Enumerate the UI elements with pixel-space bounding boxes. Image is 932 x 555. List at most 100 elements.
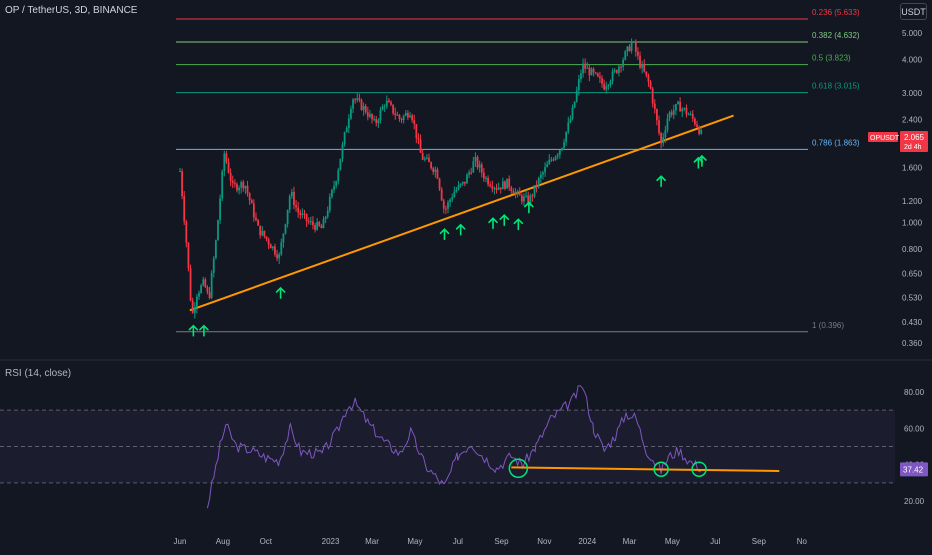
- time-label-0: Jun: [174, 537, 187, 546]
- candle-body: [582, 63, 584, 74]
- candle-body: [508, 178, 511, 188]
- candle-body: [474, 156, 477, 162]
- candle-body: [618, 66, 620, 73]
- candle-body: [261, 230, 264, 236]
- fib-label-0: 0.236 (5.633): [812, 8, 860, 17]
- candle-body: [371, 114, 373, 120]
- candle-body: [641, 64, 644, 68]
- candle-body: [415, 123, 418, 139]
- candle-body: [468, 172, 470, 175]
- candle-body: [561, 147, 563, 151]
- time-label-3: 2023: [322, 537, 340, 546]
- candle-body: [390, 102, 392, 105]
- candle-body: [316, 221, 319, 230]
- rsi-support-line: [511, 466, 780, 473]
- candle-body: [255, 217, 257, 220]
- candle-body: [297, 207, 300, 213]
- up-arrow-icon: [499, 214, 510, 226]
- candle-body: [339, 158, 342, 171]
- candle-body: [693, 118, 696, 125]
- candle-body: [187, 242, 190, 269]
- price-tick-1: 4.000: [902, 55, 923, 64]
- candle-body: [516, 191, 519, 193]
- candle-body: [552, 159, 555, 161]
- candle-body: [250, 200, 253, 204]
- candle-body: [645, 71, 648, 76]
- candle-body: [402, 115, 405, 121]
- candle-body: [428, 157, 430, 163]
- candle-body: [227, 162, 230, 173]
- candle-body: [512, 191, 515, 195]
- candle-body: [683, 108, 686, 110]
- candle-body: [179, 171, 181, 173]
- price-badge-value: 2.065: [904, 133, 925, 142]
- bounce-arrows-group: [188, 154, 707, 337]
- candle-body: [309, 221, 312, 223]
- candle-body: [219, 198, 221, 221]
- candle-body: [432, 168, 435, 172]
- candle-body: [217, 220, 219, 241]
- currency-button[interactable]: USDT: [900, 3, 927, 20]
- candle-body: [398, 114, 401, 119]
- support-trendline: [189, 114, 734, 312]
- candle-body: [333, 185, 335, 190]
- up-arrow-icon: [524, 201, 534, 214]
- candle-body: [221, 171, 224, 199]
- time-label-2: Oct: [260, 537, 273, 546]
- candle-body: [489, 184, 492, 187]
- candle-body: [666, 118, 669, 131]
- candle-body: [231, 180, 234, 183]
- price-tick-4: 1.600: [902, 163, 923, 172]
- candle-body: [685, 108, 688, 115]
- candle-body: [299, 212, 302, 216]
- candle-body: [626, 46, 629, 52]
- time-axis: Jun Aug Oct 2023 Mar May Jul Sep Nov 2024 Mar May Ju…: [174, 537, 808, 546]
- candle-body: [183, 196, 186, 222]
- candle-body: [679, 101, 682, 112]
- symbol-badge: [868, 132, 898, 142]
- candle-body: [584, 63, 587, 69]
- candle-body: [377, 120, 380, 123]
- fib-label-4: 0.786 (1.863): [812, 138, 860, 147]
- time-label-12: Jul: [710, 537, 720, 546]
- candle-body: [341, 144, 344, 159]
- candle-body: [271, 246, 274, 249]
- candle-body: [360, 99, 363, 110]
- candle-body: [223, 153, 226, 172]
- candle-body: [288, 196, 291, 210]
- rsi-tick-1: 60.00: [904, 424, 925, 433]
- candle-body: [362, 105, 365, 110]
- candle-body: [225, 153, 228, 163]
- candle-body: [307, 221, 310, 223]
- candle-body: [347, 118, 350, 129]
- candle-body: [546, 164, 549, 168]
- candle-body: [204, 279, 207, 288]
- candle-body: [375, 119, 378, 123]
- candle-body: [601, 78, 603, 84]
- candle-body: [434, 169, 437, 172]
- candle-body: [189, 268, 192, 301]
- candle-body: [366, 112, 369, 117]
- candle-body: [613, 70, 616, 72]
- rsi-tick-0: 80.00: [904, 388, 925, 397]
- candle-body: [383, 106, 386, 108]
- candle-body: [514, 192, 517, 195]
- candle-body: [320, 225, 323, 229]
- candle-body: [628, 46, 631, 52]
- candle-body: [421, 152, 424, 160]
- candle-body: [565, 131, 568, 143]
- candle-body: [314, 225, 316, 230]
- candle-body: [567, 122, 570, 132]
- candle-body: [470, 172, 473, 174]
- candle-body: [506, 178, 508, 189]
- candle-body: [691, 113, 694, 119]
- up-arrow-icon: [488, 217, 498, 230]
- candle-body: [185, 221, 188, 243]
- candle-body: [656, 109, 658, 121]
- price-tick-6: 1.000: [902, 219, 923, 228]
- candle-body: [580, 73, 582, 80]
- candle-body: [478, 164, 481, 168]
- candle-body: [620, 66, 622, 68]
